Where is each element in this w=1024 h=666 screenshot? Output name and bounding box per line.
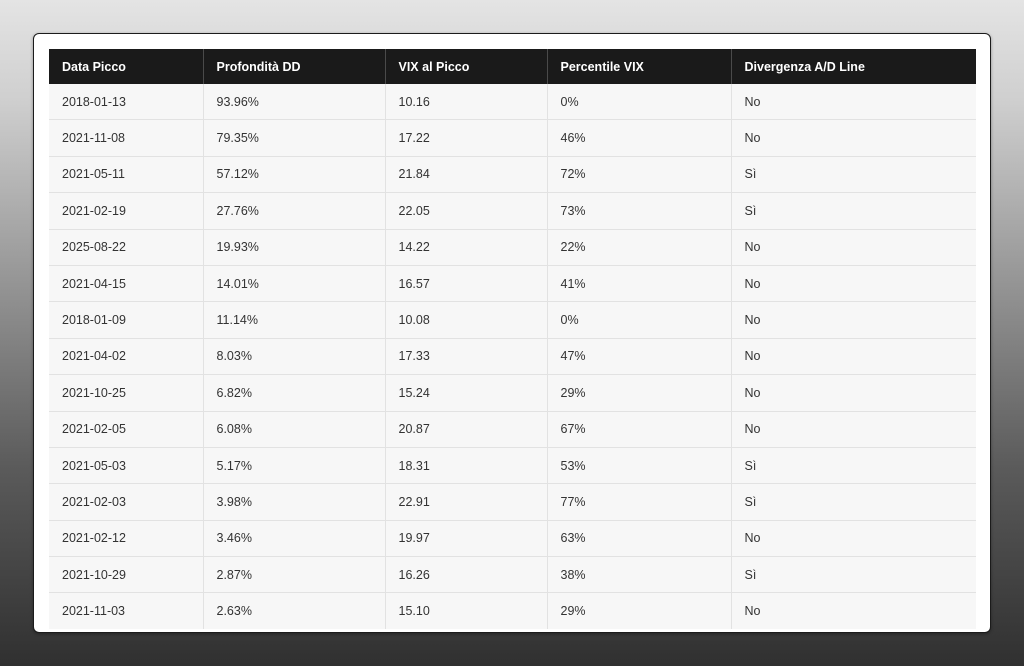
cell-percentile-vix: 41% — [547, 265, 732, 303]
cell-data-picco: 2021-05-03 — [49, 447, 204, 485]
cell-percentile-vix: 53% — [547, 447, 732, 485]
cell-data-picco: 2021-04-02 — [49, 338, 204, 376]
table-row: 2021-02-05 6.08% 20.87 67% No — [49, 411, 976, 448]
cell-vix-al-picco: 15.10 — [385, 592, 548, 629]
table-row: 2021-05-11 57.12% 21.84 72% Sì — [49, 156, 976, 194]
cell-vix-al-picco: 17.33 — [385, 338, 548, 376]
table-header-row: Data Picco Profondità DD VIX al Picco Pe… — [49, 49, 976, 84]
table-card: Data Picco Profondità DD VIX al Picco Pe… — [33, 33, 991, 633]
cell-data-picco: 2021-02-19 — [49, 192, 204, 230]
cell-profondita-dd: 6.08% — [203, 411, 386, 448]
cell-profondita-dd: 19.93% — [203, 229, 386, 266]
cell-divergenza-ad-line: Sì — [731, 483, 976, 521]
cell-percentile-vix: 29% — [547, 592, 732, 629]
cell-percentile-vix: 73% — [547, 192, 732, 230]
cell-data-picco: 2021-05-11 — [49, 156, 204, 194]
column-header-data-picco[interactable]: Data Picco — [49, 49, 204, 84]
cell-vix-al-picco: 21.84 — [385, 156, 548, 194]
table-row: 2021-04-02 8.03% 17.33 47% No — [49, 338, 976, 376]
cell-divergenza-ad-line: No — [731, 592, 976, 629]
cell-divergenza-ad-line: No — [731, 338, 976, 376]
cell-profondita-dd: 57.12% — [203, 156, 386, 194]
cell-data-picco: 2018-01-09 — [49, 301, 204, 339]
cell-divergenza-ad-line: No — [731, 520, 976, 558]
cell-data-picco: 2021-10-29 — [49, 556, 204, 594]
cell-percentile-vix: 72% — [547, 156, 732, 194]
cell-divergenza-ad-line: Sì — [731, 447, 976, 485]
cell-data-picco: 2021-10-25 — [49, 374, 204, 412]
cell-vix-al-picco: 18.31 — [385, 447, 548, 485]
cell-percentile-vix: 0% — [547, 301, 732, 339]
table-row: 2021-10-29 2.87% 16.26 38% Sì — [49, 556, 976, 594]
cell-vix-al-picco: 22.91 — [385, 483, 548, 521]
cell-divergenza-ad-line: No — [731, 374, 976, 412]
cell-divergenza-ad-line: No — [731, 411, 976, 448]
cell-percentile-vix: 0% — [547, 84, 732, 121]
cell-divergenza-ad-line: Sì — [731, 192, 976, 230]
column-header-profondita-dd[interactable]: Profondità DD — [203, 49, 386, 84]
cell-profondita-dd: 2.87% — [203, 556, 386, 594]
table-row: 2021-11-03 2.63% 15.10 29% No — [49, 592, 976, 629]
cell-data-picco: 2021-11-08 — [49, 119, 204, 157]
cell-data-picco: 2021-02-03 — [49, 483, 204, 521]
cell-profondita-dd: 8.03% — [203, 338, 386, 376]
table-row: 2021-11-08 79.35% 17.22 46% No — [49, 119, 976, 157]
table-row: 2025-08-22 19.93% 14.22 22% No — [49, 229, 976, 266]
cell-percentile-vix: 77% — [547, 483, 732, 521]
cell-divergenza-ad-line: Sì — [731, 156, 976, 194]
cell-vix-al-picco: 10.08 — [385, 301, 548, 339]
cell-percentile-vix: 63% — [547, 520, 732, 558]
cell-divergenza-ad-line: No — [731, 301, 976, 339]
table-body: 2018-01-13 93.96% 10.16 0% No 2021-11-08 79.35… — [49, 84, 976, 629]
cell-profondita-dd: 6.82% — [203, 374, 386, 412]
cell-data-picco: 2021-11-03 — [49, 592, 204, 629]
table-row: 2021-10-25 6.82% 15.24 29% No — [49, 374, 976, 412]
cell-vix-al-picco: 16.57 — [385, 265, 548, 303]
cell-percentile-vix: 22% — [547, 229, 732, 266]
cell-vix-al-picco: 17.22 — [385, 119, 548, 157]
cell-divergenza-ad-line: No — [731, 229, 976, 266]
cell-percentile-vix: 67% — [547, 411, 732, 448]
table-row: 2021-02-19 27.76% 22.05 73% Sì — [49, 192, 976, 230]
cell-vix-al-picco: 20.87 — [385, 411, 548, 448]
table-row: 2018-01-13 93.96% 10.16 0% No — [49, 84, 976, 121]
cell-percentile-vix: 46% — [547, 119, 732, 157]
cell-divergenza-ad-line: No — [731, 265, 976, 303]
table-row: 2021-02-03 3.98% 22.91 77% Sì — [49, 483, 976, 521]
cell-divergenza-ad-line: Sì — [731, 556, 976, 594]
cell-profondita-dd: 3.98% — [203, 483, 386, 521]
table-row: 2021-02-12 3.46% 19.97 63% No — [49, 520, 976, 558]
table-row: 2021-05-03 5.17% 18.31 53% Sì — [49, 447, 976, 485]
cell-divergenza-ad-line: No — [731, 119, 976, 157]
cell-profondita-dd: 27.76% — [203, 192, 386, 230]
cell-profondita-dd: 79.35% — [203, 119, 386, 157]
cell-vix-al-picco: 19.97 — [385, 520, 548, 558]
column-header-vix-al-picco[interactable]: VIX al Picco — [385, 49, 548, 84]
cell-vix-al-picco: 10.16 — [385, 84, 548, 121]
cell-vix-al-picco: 15.24 — [385, 374, 548, 412]
cell-data-picco: 2018-01-13 — [49, 84, 204, 121]
cell-profondita-dd: 2.63% — [203, 592, 386, 629]
table-row: 2018-01-09 11.14% 10.08 0% No — [49, 301, 976, 339]
cell-percentile-vix: 29% — [547, 374, 732, 412]
cell-data-picco: 2021-02-12 — [49, 520, 204, 558]
cell-vix-al-picco: 14.22 — [385, 229, 548, 266]
cell-data-picco: 2025-08-22 — [49, 229, 204, 266]
cell-data-picco: 2021-04-15 — [49, 265, 204, 303]
cell-percentile-vix: 47% — [547, 338, 732, 376]
column-header-divergenza-ad-line[interactable]: Divergenza A/D Line — [731, 49, 976, 84]
cell-profondita-dd: 5.17% — [203, 447, 386, 485]
table-row: 2021-04-15 14.01% 16.57 41% No — [49, 265, 976, 303]
cell-divergenza-ad-line: No — [731, 84, 976, 121]
drawdown-table: Data Picco Profondità DD VIX al Picco Pe… — [49, 49, 976, 629]
cell-vix-al-picco: 22.05 — [385, 192, 548, 230]
cell-data-picco: 2021-02-05 — [49, 411, 204, 448]
cell-profondita-dd: 3.46% — [203, 520, 386, 558]
column-header-percentile-vix[interactable]: Percentile VIX — [547, 49, 732, 84]
cell-vix-al-picco: 16.26 — [385, 556, 548, 594]
cell-profondita-dd: 11.14% — [203, 301, 386, 339]
cell-profondita-dd: 93.96% — [203, 84, 386, 121]
cell-percentile-vix: 38% — [547, 556, 732, 594]
cell-profondita-dd: 14.01% — [203, 265, 386, 303]
